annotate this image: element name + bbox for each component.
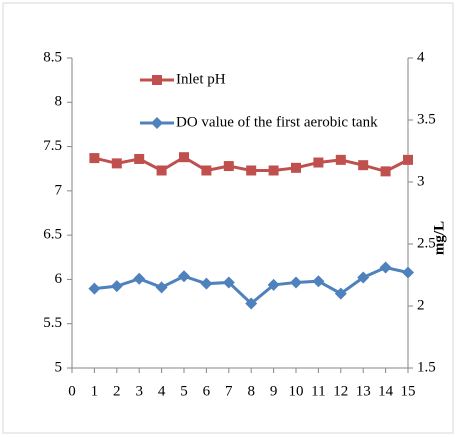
- data-point: [334, 287, 347, 300]
- y-tick-label: 7: [55, 182, 63, 198]
- x-tick-label: 5: [180, 383, 188, 399]
- data-point: [267, 278, 280, 291]
- data-point: [111, 158, 122, 169]
- y-tick-label: 8.5: [43, 49, 62, 65]
- data-point: [358, 160, 369, 171]
- x-tick-label: 2: [113, 383, 121, 399]
- x-tick-label: 0: [68, 383, 76, 399]
- data-point: [156, 165, 167, 176]
- data-point: [335, 154, 346, 165]
- data-point: [155, 281, 168, 294]
- x-tick-label: 12: [333, 383, 348, 399]
- y-tick-label: 5: [55, 359, 63, 375]
- y2-tick-label: 2.5: [417, 235, 436, 251]
- x-tick-label: 8: [247, 383, 255, 399]
- chart-border: [2, 2, 454, 434]
- data-point: [380, 166, 391, 177]
- x-tick-label: 4: [158, 383, 166, 399]
- data-point: [290, 276, 302, 289]
- y-tick-label: 6: [55, 271, 63, 287]
- x-tick-label: 3: [135, 383, 143, 399]
- y2-tick-label: 3: [417, 173, 425, 189]
- data-point: [245, 297, 258, 310]
- data-point: [89, 153, 100, 164]
- x-tick-label: 15: [401, 383, 416, 399]
- x-tick-label: 14: [378, 383, 394, 399]
- legend-marker: [151, 117, 163, 129]
- data-point: [291, 162, 301, 173]
- data-point: [357, 271, 370, 284]
- data-point: [134, 153, 145, 164]
- y-tick-label: 7.5: [43, 138, 62, 154]
- data-point: [312, 275, 325, 288]
- data-point: [178, 270, 190, 283]
- y2-tick-label: 2: [417, 297, 425, 313]
- y2-tick-label: 3.5: [417, 111, 436, 127]
- data-point: [200, 277, 213, 290]
- data-point: [379, 261, 392, 274]
- data-point: [403, 154, 413, 165]
- x-tick-label: 9: [270, 383, 278, 399]
- x-tick-label: 13: [356, 383, 371, 399]
- data-point: [402, 266, 414, 279]
- data-point: [110, 280, 123, 293]
- y-tick-label: 6.5: [43, 227, 62, 243]
- x-tick-label: 1: [91, 383, 99, 399]
- x-tick-label: 11: [311, 383, 325, 399]
- data-point: [313, 157, 324, 168]
- legend-marker: [152, 75, 162, 85]
- y2-tick-label: 1.5: [417, 359, 436, 375]
- y2-axis-title: mg/L: [431, 221, 447, 255]
- data-point: [268, 165, 279, 176]
- data-point: [222, 276, 235, 289]
- data-point: [223, 161, 234, 172]
- x-tick-label: 10: [289, 383, 304, 399]
- y-tick-label: 5.5: [43, 315, 62, 331]
- x-tick-label: 6: [203, 383, 211, 399]
- y2-tick-label: 4: [417, 49, 425, 65]
- legend-label: Inlet pH: [176, 71, 226, 87]
- data-point: [88, 282, 101, 295]
- y-tick-label: 8: [55, 94, 63, 110]
- data-point: [179, 152, 189, 163]
- legend-label: DO value of the first aerobic tank: [176, 114, 378, 130]
- x-tick-label: 7: [225, 383, 233, 399]
- data-point: [246, 165, 257, 176]
- data-point: [201, 165, 212, 176]
- data-point: [133, 272, 146, 285]
